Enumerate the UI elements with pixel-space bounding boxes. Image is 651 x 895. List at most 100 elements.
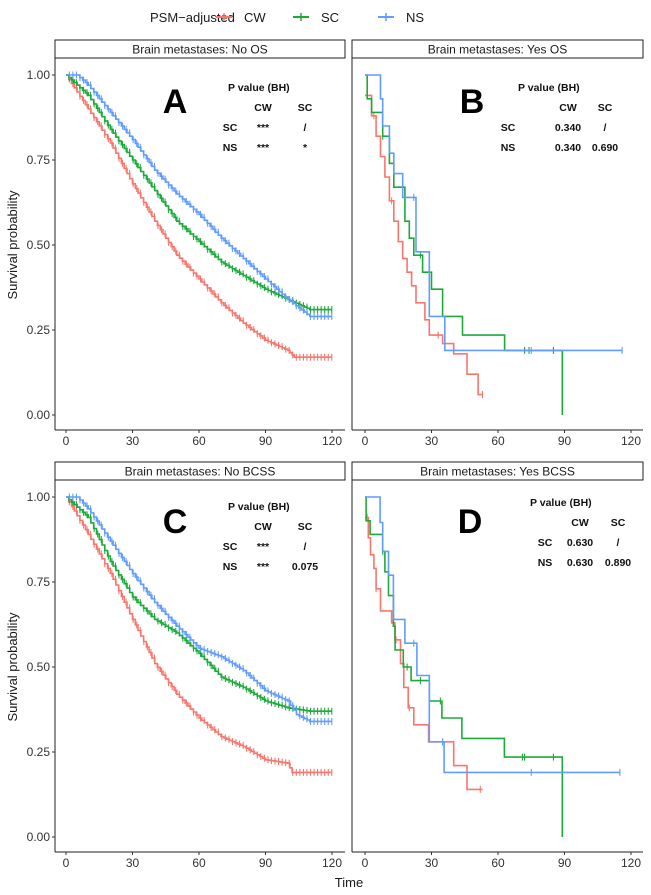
- km-curve-sc: [365, 496, 564, 837]
- pvalue-col-header: CW: [571, 517, 589, 529]
- pvalue-cell: /: [304, 541, 307, 553]
- strip-box: [54, 39, 346, 59]
- y-tick-label: 1.00: [27, 68, 51, 82]
- pvalue-table: P value (BH) CW SC SC 0.340 / NS 0.340 0.690: [501, 82, 619, 154]
- x-tick-label: 60: [491, 856, 505, 870]
- series-cw: [365, 94, 484, 399]
- y-tick-label: 0.25: [27, 745, 51, 759]
- legend: PSM−adjusted CW SC NS: [150, 10, 424, 25]
- legend-label-cw: CW: [244, 10, 266, 25]
- pvalue-cell: /: [617, 537, 620, 549]
- pvalue-cell: /: [604, 122, 607, 134]
- panel-letter: C: [163, 503, 188, 541]
- x-tick-label: 0: [362, 434, 369, 448]
- pvalue-cell: 0.890: [605, 557, 631, 569]
- pvalue-col-header: SC: [298, 521, 313, 533]
- series-sc: [365, 74, 564, 415]
- panel-a: Brain metastases: No OS 0 30 60 90 120 0.00 0.2…: [5, 39, 346, 448]
- pvalue-cell: 0.630: [567, 537, 593, 549]
- pvalue-col-header: SC: [611, 517, 626, 529]
- pvalue-cell: /: [304, 122, 307, 134]
- km-curve-ns: [66, 74, 332, 318]
- series-cw: [66, 496, 333, 776]
- panel-letter: B: [460, 83, 485, 121]
- x-tick-label: 90: [259, 856, 273, 870]
- x-tick-label: 30: [425, 856, 439, 870]
- x-tick-label: 120: [621, 434, 641, 448]
- pvalue-row-label: SC: [538, 537, 553, 549]
- x-tick-label: 0: [362, 856, 369, 870]
- pvalue-row-label: NS: [501, 142, 516, 154]
- strip-label: Brain metastases: No BCSS: [125, 465, 276, 479]
- pvalue-cell: 0.690: [592, 142, 618, 154]
- x-tick-label: 90: [558, 434, 572, 448]
- km-curve-cw: [66, 74, 332, 358]
- panel-b: Brain metastases: Yes OS 0 30 60 90 120 B P val…: [351, 39, 644, 448]
- km-curve-sc: [365, 74, 564, 415]
- series-ns: [66, 493, 333, 725]
- x-tick-label: 120: [621, 856, 641, 870]
- series-cw: [365, 513, 483, 793]
- pvalue-col-header: CW: [559, 102, 577, 114]
- x-tick-label: 120: [322, 434, 342, 448]
- pvalue-row-label: NS: [223, 561, 238, 573]
- pvalue-table: P value (BH) CW SC SC *** / NS *** 0.075: [223, 501, 319, 573]
- y-tick-label: 0.00: [27, 830, 51, 844]
- pvalue-title: P value (BH): [228, 501, 290, 513]
- pvalue-table: P value (BH) CW SC SC 0.630 / NS 0.630 0.890: [530, 497, 631, 569]
- series-sc: [66, 74, 333, 314]
- x-tick-label: 60: [491, 434, 505, 448]
- panel-letter: A: [163, 83, 188, 121]
- pvalue-title: P value (BH): [530, 497, 592, 509]
- x-tick-label: 30: [126, 434, 140, 448]
- km-curve-cw: [66, 496, 332, 774]
- y-axis-title: Survival probability: [5, 612, 20, 722]
- km-curve-ns: [66, 496, 332, 723]
- y-axis-title: Survival probability: [5, 190, 20, 300]
- legend-label-ns: NS: [406, 10, 424, 25]
- y-tick-label: 0.00: [27, 408, 51, 422]
- y-tick-label: 1.00: [27, 490, 51, 504]
- y-tick-label: 0.75: [27, 575, 51, 589]
- pvalue-row-label: SC: [501, 122, 516, 134]
- pvalue-title: P value (BH): [228, 82, 290, 94]
- series-sc: [365, 496, 564, 837]
- pvalue-cell: 0.340: [555, 122, 581, 134]
- y-tick-label: 0.50: [27, 238, 51, 252]
- strip-box: [54, 461, 346, 481]
- km-curve-cw: [365, 516, 483, 791]
- km-curve-ns: [365, 496, 620, 774]
- x-tick-label: 0: [63, 856, 70, 870]
- y-tick-label: 0.50: [27, 660, 51, 674]
- series-sc: [66, 496, 333, 715]
- pvalue-cell: ***: [257, 142, 270, 154]
- x-tick-label: 30: [425, 434, 439, 448]
- pvalue-col-header: SC: [298, 102, 313, 114]
- pvalue-cell: ***: [257, 561, 270, 573]
- x-tick-label: 90: [259, 434, 273, 448]
- x-tick-label: 120: [322, 856, 342, 870]
- km-curve-cw: [365, 94, 483, 396]
- x-tick-label: 30: [126, 856, 140, 870]
- pvalue-row-label: SC: [223, 122, 238, 134]
- pvalue-row-label: SC: [223, 541, 238, 553]
- series-cw: [66, 74, 333, 361]
- x-axis-title: Time: [335, 875, 363, 890]
- strip-box: [351, 461, 644, 481]
- pvalue-title: P value (BH): [518, 82, 580, 94]
- panel-c: Brain metastases: No BCSS 0 30 60 90 120 0.00 0…: [5, 461, 346, 870]
- legend-label-sc: SC: [321, 10, 339, 25]
- pvalue-cell: ***: [257, 122, 270, 134]
- pvalue-cell: 0.075: [292, 561, 318, 573]
- series-ns: [365, 74, 623, 354]
- x-tick-label: 60: [192, 856, 206, 870]
- pvalue-cell: 0.340: [555, 142, 581, 154]
- pvalue-cell: *: [303, 142, 308, 154]
- strip-label: Brain metastases: No OS: [132, 43, 267, 57]
- strip-box: [351, 39, 644, 59]
- x-tick-label: 0: [63, 434, 70, 448]
- strip-label: Brain metastases: Yes OS: [428, 43, 567, 57]
- pvalue-row-label: NS: [223, 142, 238, 154]
- pvalue-row-label: NS: [538, 557, 553, 569]
